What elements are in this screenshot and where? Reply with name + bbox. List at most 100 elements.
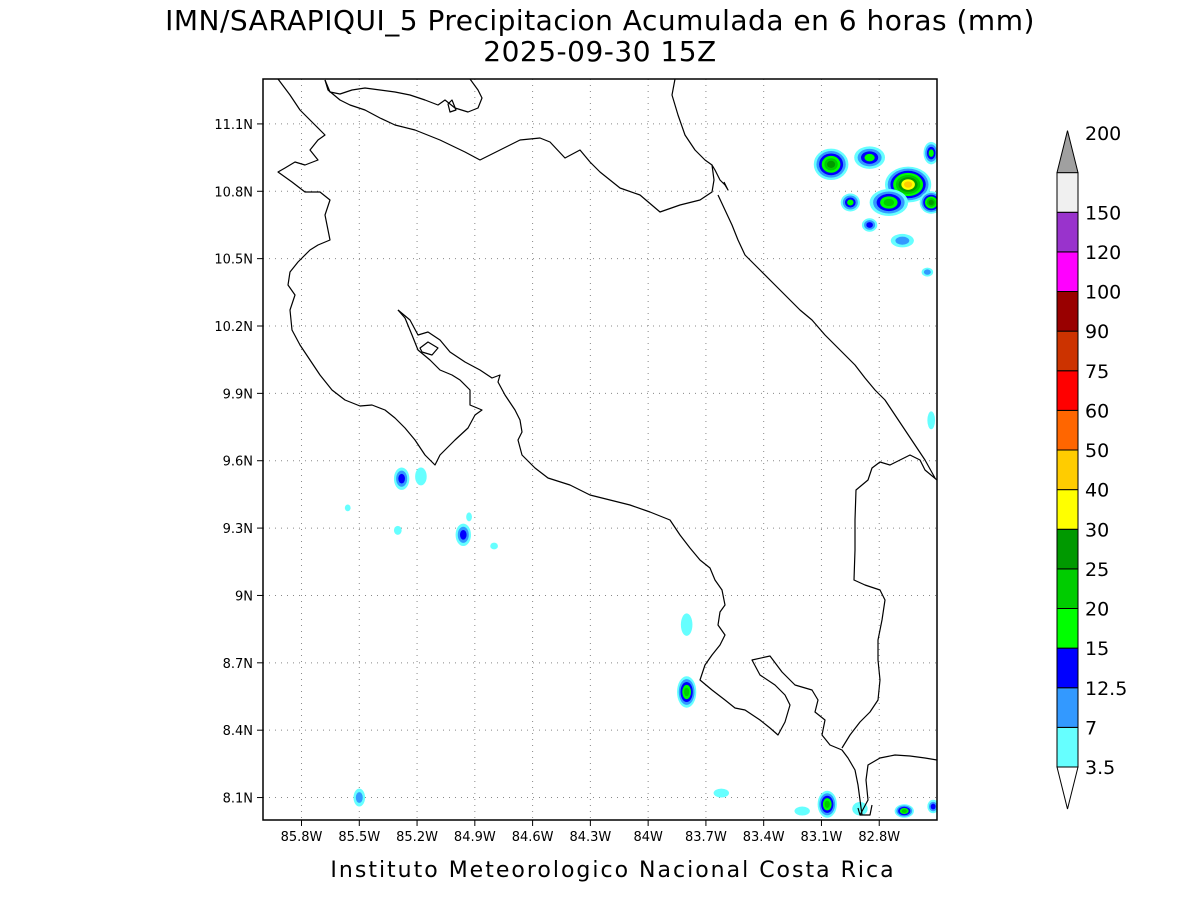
colorbar-label: 7 [1085, 717, 1097, 739]
map-frame [262, 78, 938, 821]
precip-contour-level-0 [344, 504, 351, 512]
colorbar-swatch [1056, 726, 1079, 768]
colorbar-swatch [1056, 528, 1079, 570]
colorbar-swatch [1056, 211, 1079, 253]
precip-contour-level-2 [866, 222, 873, 228]
coastline-borders [277, 79, 937, 816]
graticule [263, 79, 937, 820]
y-tick-label: 10.8N [214, 185, 253, 200]
x-tick-label: 84.6W [512, 830, 554, 845]
precip-contour-level-3 [864, 153, 875, 162]
colorbar-swatch [1056, 172, 1079, 213]
precip-contour-level-0 [415, 467, 427, 486]
colorbar-swatch [1056, 330, 1079, 372]
colorbar-swatch [1056, 409, 1079, 451]
y-tick-label: 10.2N [214, 320, 253, 335]
precip-contour-level-0 [927, 411, 936, 430]
colorbar: 3.5 7 12.5 15 20 25 30 40 50 60 75 90 100 120 150 200 [1056, 123, 1127, 810]
y-tick-label: 11.1N [214, 118, 253, 133]
precip-contour-level-0 [466, 512, 472, 522]
precip-contour-level-4 [883, 198, 895, 207]
x-tick-label: 83.7W [685, 830, 727, 845]
colorbar-swatch [1056, 291, 1079, 332]
colorbar-swatch [1056, 608, 1079, 649]
colorbar-swatch [1056, 489, 1079, 530]
border-nicaragua [324, 79, 729, 213]
border-panama [841, 454, 937, 749]
coastline-west [277, 79, 483, 466]
y-tick-label: 9.6N [223, 455, 253, 470]
precip-contour-level-3 [847, 199, 854, 206]
precipitation-field [344, 141, 937, 818]
x-tick-label: 84W [633, 830, 663, 845]
colorbar-label: 12.5 [1085, 678, 1127, 700]
colorbar-swatch [1056, 251, 1079, 292]
footer-credit: Instituto Meteorologico Nacional Costa R… [330, 858, 895, 883]
precip-contour-level-0 [680, 613, 693, 636]
colorbar-label: 25 [1085, 559, 1109, 581]
lake-island [447, 99, 457, 113]
precip-contour-level-5 [928, 199, 934, 206]
precip-contour-level-4 [901, 809, 907, 813]
precip-contour-level-2 [459, 530, 467, 540]
x-axis-ticks: 85.8W 85.5W 85.2W 84.9W 84.6W 84.3W 84W 83.7W 83… [281, 820, 900, 845]
colorbar-label: 120 [1085, 242, 1121, 264]
x-tick-label: 85.8W [281, 830, 323, 845]
colorbar-label: 40 [1085, 480, 1109, 502]
precip-contour-level-1 [895, 236, 910, 245]
colorbar-swatch [1056, 370, 1079, 411]
colorbar-label: 60 [1085, 400, 1109, 422]
y-tick-label: 9N [235, 589, 253, 604]
x-tick-label: 83.1W [801, 830, 843, 845]
y-axis-ticks: 11.1N 10.8N 10.5N 10.2N 9.9N 9.6N 9.3N 9N 8.7N 8.… [214, 118, 263, 807]
coastline-panama [859, 754, 937, 816]
precip-contour-level-2 [930, 803, 936, 810]
lake-nicaragua-shore [324, 79, 483, 113]
precip-contour-level-5 [827, 160, 836, 168]
y-tick-label: 8.4N [223, 724, 253, 739]
colorbar-swatch [1056, 449, 1079, 491]
x-tick-label: 82.8W [858, 830, 900, 845]
precip-contour-level-0 [490, 542, 498, 550]
precip-contour-level-4 [684, 687, 690, 697]
colorbar-lower-arrow [1056, 766, 1079, 810]
x-tick-label: 83.4W [743, 830, 785, 845]
map-title-line2: 2025-09-30 15Z [483, 35, 716, 68]
colorbar-swatch [1056, 687, 1079, 728]
colorbar-label: 3.5 [1085, 757, 1115, 779]
precip-contour-level-7 [904, 181, 913, 188]
y-tick-label: 10.5N [214, 253, 253, 268]
precip-contour-level-0 [713, 788, 730, 798]
colorbar-label: 20 [1085, 599, 1109, 621]
gulf-island [419, 341, 439, 356]
coastline-gulf [397, 309, 863, 816]
colorbar-swatch [1056, 647, 1079, 689]
y-tick-label: 9.9N [223, 387, 253, 402]
colorbar-label: 15 [1085, 638, 1109, 660]
colorbar-upper-arrow [1056, 130, 1079, 174]
x-tick-label: 84.3W [569, 830, 611, 845]
map-title-line1: IMN/SARAPIQUI_5 Precipitacion Acumulada … [165, 4, 1035, 37]
coastline-south-tip [857, 804, 873, 816]
precip-contour-level-3 [928, 149, 934, 157]
colorbar-label: 200 [1085, 123, 1121, 145]
precip-contour-level-0 [393, 525, 402, 535]
precip-contour-level-1 [923, 269, 931, 275]
precip-contour-level-2 [398, 473, 405, 484]
precip-contour-level-4 [824, 800, 830, 808]
precip-contour-level-1 [355, 792, 363, 803]
precip-contour-level-0 [794, 806, 810, 816]
x-tick-label: 84.9W [454, 830, 496, 845]
coastline-caribbean [671, 79, 936, 479]
colorbar-label: 50 [1085, 440, 1109, 462]
colorbar-swatch [1056, 568, 1079, 609]
x-tick-label: 85.5W [338, 830, 380, 845]
y-tick-label: 8.7N [223, 657, 253, 672]
y-tick-label: 8.1N [223, 792, 253, 807]
precip-contour-level-0 [852, 802, 868, 816]
colorbar-label: 30 [1085, 519, 1109, 541]
colorbar-label: 75 [1085, 361, 1109, 383]
y-tick-label: 9.3N [223, 522, 253, 537]
colorbar-label: 150 [1085, 202, 1121, 224]
